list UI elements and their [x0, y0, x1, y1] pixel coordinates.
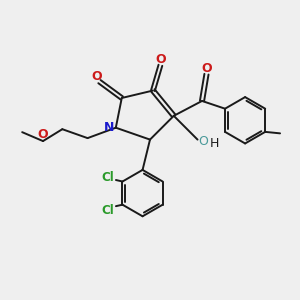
Text: H: H — [210, 137, 220, 150]
Text: Cl: Cl — [101, 203, 114, 217]
Text: O: O — [202, 62, 212, 75]
Text: Cl: Cl — [101, 170, 114, 184]
Text: O: O — [198, 135, 208, 148]
Text: N: N — [104, 121, 115, 134]
Text: O: O — [37, 128, 48, 141]
Text: O: O — [156, 53, 166, 66]
Text: O: O — [91, 70, 102, 83]
